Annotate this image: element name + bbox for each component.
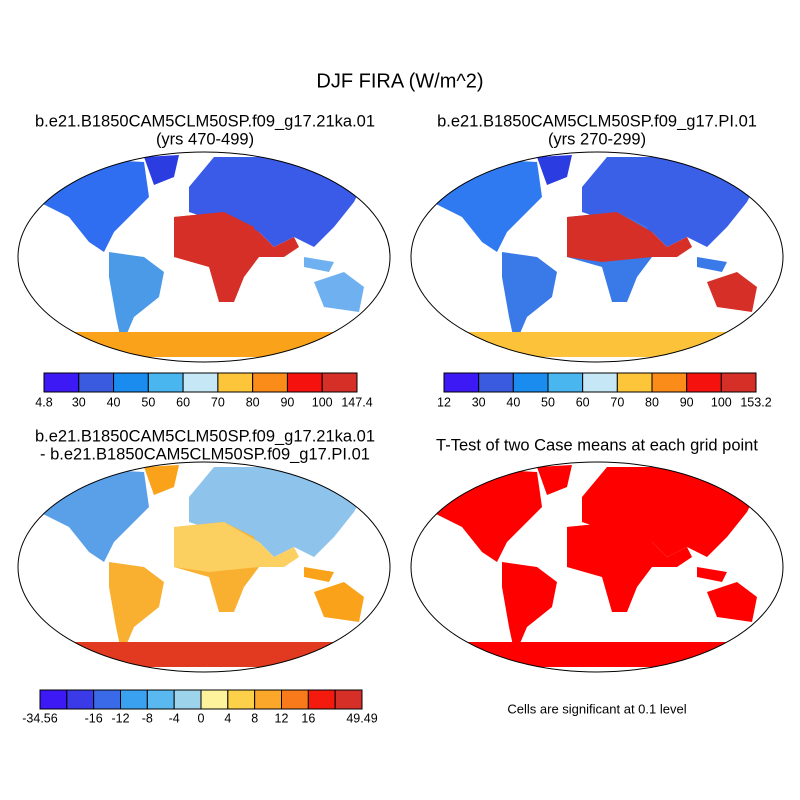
map (410, 151, 784, 363)
colorbar-box (334, 689, 363, 710)
panel-title: b.e21.B1850CAM5CLM50SP.f09_g17.21ka.01 (35, 427, 375, 445)
colorbar-label: 80 (246, 395, 260, 409)
colorbar-label: 50 (541, 395, 555, 409)
colorbar-box (93, 689, 121, 710)
colorbar-label: 153.2 (740, 395, 771, 409)
colorbar-label: 147.4 (341, 395, 372, 409)
colorbar-label: -12 (111, 711, 129, 725)
colorbar-box (217, 372, 254, 393)
colorbar-box (512, 372, 549, 393)
colorbar-label: 4 (224, 711, 231, 725)
colorbar-label: 90 (680, 395, 694, 409)
panel-title: - b.e21.B1850CAM5CLM50SP.f09_g17.PI.01 (40, 445, 370, 463)
colorbar-box (616, 372, 653, 393)
colorbar-label: 90 (280, 395, 294, 409)
colorbar-label: 70 (610, 395, 624, 409)
colorbar-box (113, 372, 149, 393)
colorbar-label: 0 (198, 711, 205, 725)
map (410, 461, 784, 673)
colorbar-box (547, 372, 584, 393)
colorbar-box (147, 372, 184, 393)
colorbar-box (39, 689, 68, 710)
colorbar-label: 12 (275, 711, 289, 725)
colorbar-label: -16 (85, 711, 103, 725)
colorbar-label: 30 (72, 395, 86, 409)
panel-title: b.e21.B1850CAM5CLM50SP.f09_g17.21ka.01 (35, 112, 375, 130)
colorbar-label: -8 (142, 711, 153, 725)
colorbar-label: 80 (645, 395, 659, 409)
colorbar-label: 8 (251, 711, 258, 725)
colorbar-label: 40 (506, 395, 520, 409)
note: Cells are significant at 0.1 level (507, 701, 686, 716)
panel-title: (yrs 470-499) (156, 130, 254, 148)
figure-title: DJF FIRA (W/m^2) (316, 70, 483, 92)
colorbar-label: 60 (176, 395, 190, 409)
colorbar-box (254, 689, 283, 710)
colorbar-box (200, 689, 229, 710)
colorbar-box (307, 689, 336, 710)
colorbar-label: 30 (472, 395, 486, 409)
colorbar-label: 60 (576, 395, 590, 409)
panel-title: (yrs 270-299) (548, 130, 646, 148)
panel-title: T-Test of two Case means at each grid po… (436, 436, 758, 454)
colorbar-box (478, 372, 514, 393)
colorbar-label: 100 (312, 395, 333, 409)
colorbar-box (173, 689, 202, 710)
colorbar-box (78, 372, 115, 393)
colorbar-label: -4 (169, 711, 180, 725)
colorbar-box (146, 689, 175, 710)
colorbar-label: 12 (437, 395, 451, 409)
colorbar-label: 50 (141, 395, 155, 409)
colorbar-box (182, 372, 219, 393)
panel-title: b.e21.B1850CAM5CLM50SP.f09_g17.PI.01 (437, 112, 757, 130)
colorbar-box (66, 689, 95, 710)
colorbar-label: 70 (211, 395, 225, 409)
colorbar-box (286, 372, 323, 393)
colorbar-label: 4.8 (35, 395, 52, 409)
colorbar-label: -34.56 (22, 711, 57, 725)
colorbar-label: 40 (107, 395, 121, 409)
map (17, 461, 391, 673)
colorbar-box (227, 689, 256, 710)
colorbar-box (720, 372, 757, 393)
colorbar-label: 16 (301, 711, 315, 725)
colorbar-box (43, 372, 80, 393)
colorbar-box (582, 372, 618, 393)
colorbar-label: 100 (711, 395, 732, 409)
colorbar-box (120, 689, 148, 710)
colorbar-box (443, 372, 480, 393)
colorbar-box (686, 372, 722, 393)
colorbar-box (281, 689, 309, 710)
colorbar-box (651, 372, 688, 393)
colorbar-label: 49.49 (346, 711, 377, 725)
colorbar-box (252, 372, 288, 393)
colorbar-box (321, 372, 358, 393)
map (17, 151, 391, 363)
